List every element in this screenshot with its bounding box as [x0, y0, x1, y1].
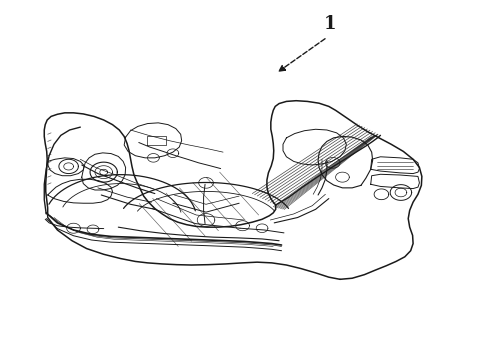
- Text: 1: 1: [324, 14, 337, 32]
